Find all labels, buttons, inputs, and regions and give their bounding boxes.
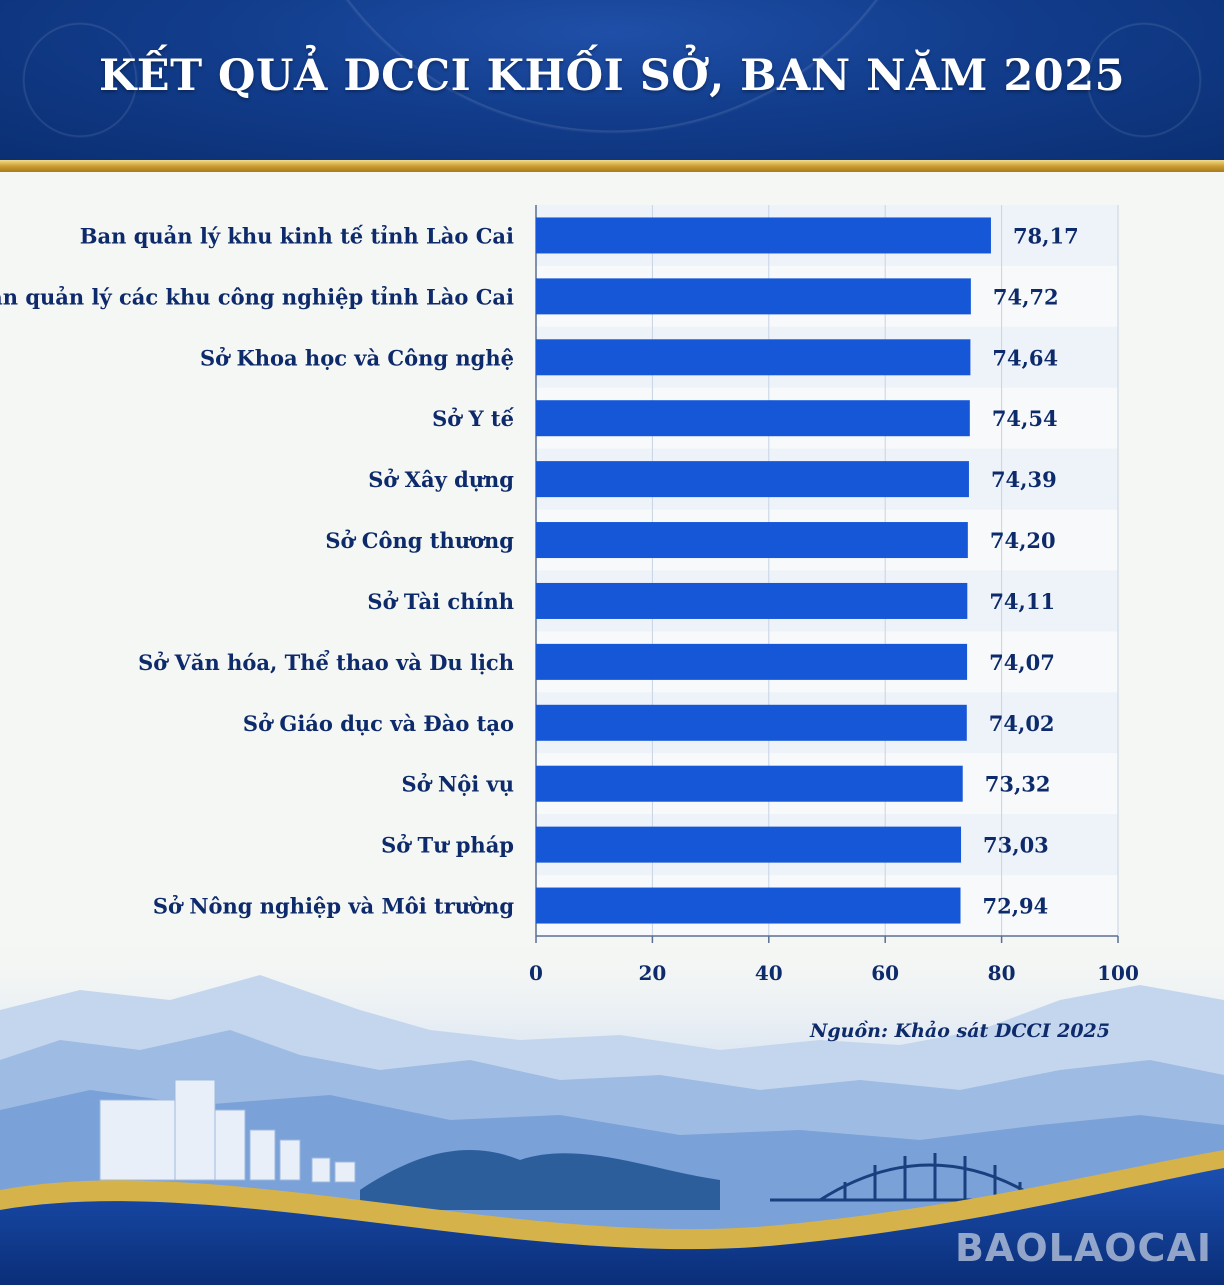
x-tick-label: 0	[529, 961, 543, 985]
value-label: 74,20	[990, 528, 1056, 553]
watermark-logo: BAOLAOCAI	[954, 1226, 1212, 1270]
bar	[536, 339, 971, 376]
value-label: 72,94	[983, 894, 1049, 919]
value-label: 74,07	[989, 650, 1055, 675]
category-label: Sở Giáo dục và Đào tạo	[243, 711, 514, 736]
category-label: Sở Văn hóa, Thể thao và Du lịch	[138, 650, 514, 675]
value-label: 74,72	[993, 284, 1059, 309]
bar	[536, 643, 968, 680]
bar	[536, 582, 968, 619]
bar	[536, 765, 963, 802]
bar	[536, 217, 991, 254]
category-label: Sở Nội vụ	[402, 772, 514, 797]
header-pattern	[0, 0, 1224, 160]
x-tick-label: 40	[755, 961, 783, 985]
value-label: 73,03	[983, 833, 1049, 858]
category-label: Ban quản lý khu kinh tế tỉnh Lào Cai	[80, 223, 514, 248]
header-banner: KẾT QUẢ DCCI KHỐI SỞ, BAN NĂM 2025	[0, 0, 1224, 160]
category-label: Ban quản lý các khu công nghiệp tỉnh Lào…	[0, 284, 514, 309]
category-label: Sở Y tế	[432, 406, 514, 431]
value-label: 74,39	[991, 467, 1057, 492]
bar	[536, 461, 969, 498]
bar	[536, 826, 962, 863]
source-note: Nguồn: Khảo sát DCCI 2025	[809, 1020, 1110, 1042]
x-tick-label: 80	[988, 961, 1016, 985]
x-tick-label: 20	[638, 961, 666, 985]
category-label: Sở Tài chính	[367, 589, 514, 614]
bottom-wave	[0, 1168, 1224, 1285]
value-label: 73,32	[985, 772, 1051, 797]
bar	[536, 887, 961, 924]
tree-line	[360, 1150, 720, 1210]
header-gold-line	[0, 160, 1224, 172]
category-label: Sở Công thương	[325, 528, 514, 553]
bar	[536, 400, 970, 437]
category-label: Sở Khoa học và Công nghệ	[200, 345, 514, 370]
x-tick-label: 100	[1097, 961, 1139, 985]
bar	[536, 704, 967, 741]
category-label: Sở Tư pháp	[381, 833, 514, 858]
chart-title: KẾT QUẢ DCCI KHỐI SỞ, BAN NĂM 2025	[98, 51, 1126, 101]
category-label: Sở Xây dựng	[368, 467, 514, 492]
bar	[536, 278, 971, 315]
bar	[536, 522, 968, 559]
value-label: 74,02	[989, 711, 1055, 736]
city-buildings	[99, 1079, 356, 1183]
x-tick-label: 60	[871, 961, 899, 985]
value-label: 78,17	[1013, 223, 1079, 248]
value-label: 74,54	[992, 406, 1058, 431]
value-label: 74,64	[992, 345, 1058, 370]
category-label: Sở Nông nghiệp và Môi trường	[153, 894, 514, 919]
value-label: 74,11	[989, 589, 1055, 614]
gold-wave	[0, 1150, 1224, 1250]
